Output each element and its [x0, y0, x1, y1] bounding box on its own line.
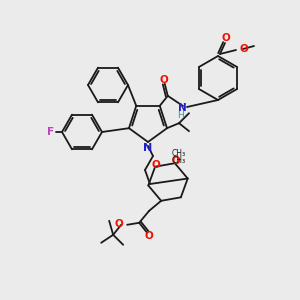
Text: O: O	[145, 231, 154, 241]
Text: CH₃: CH₃	[172, 156, 186, 165]
Text: O: O	[152, 160, 161, 170]
Text: O: O	[222, 33, 230, 43]
Text: CH₃: CH₃	[172, 149, 186, 158]
Text: O: O	[159, 75, 168, 85]
Text: O: O	[240, 44, 249, 54]
Text: H: H	[177, 110, 183, 119]
Text: F: F	[47, 127, 54, 137]
Text: N: N	[178, 103, 186, 113]
Text: N: N	[143, 143, 153, 153]
Text: O: O	[114, 219, 123, 229]
Text: O: O	[172, 156, 180, 166]
